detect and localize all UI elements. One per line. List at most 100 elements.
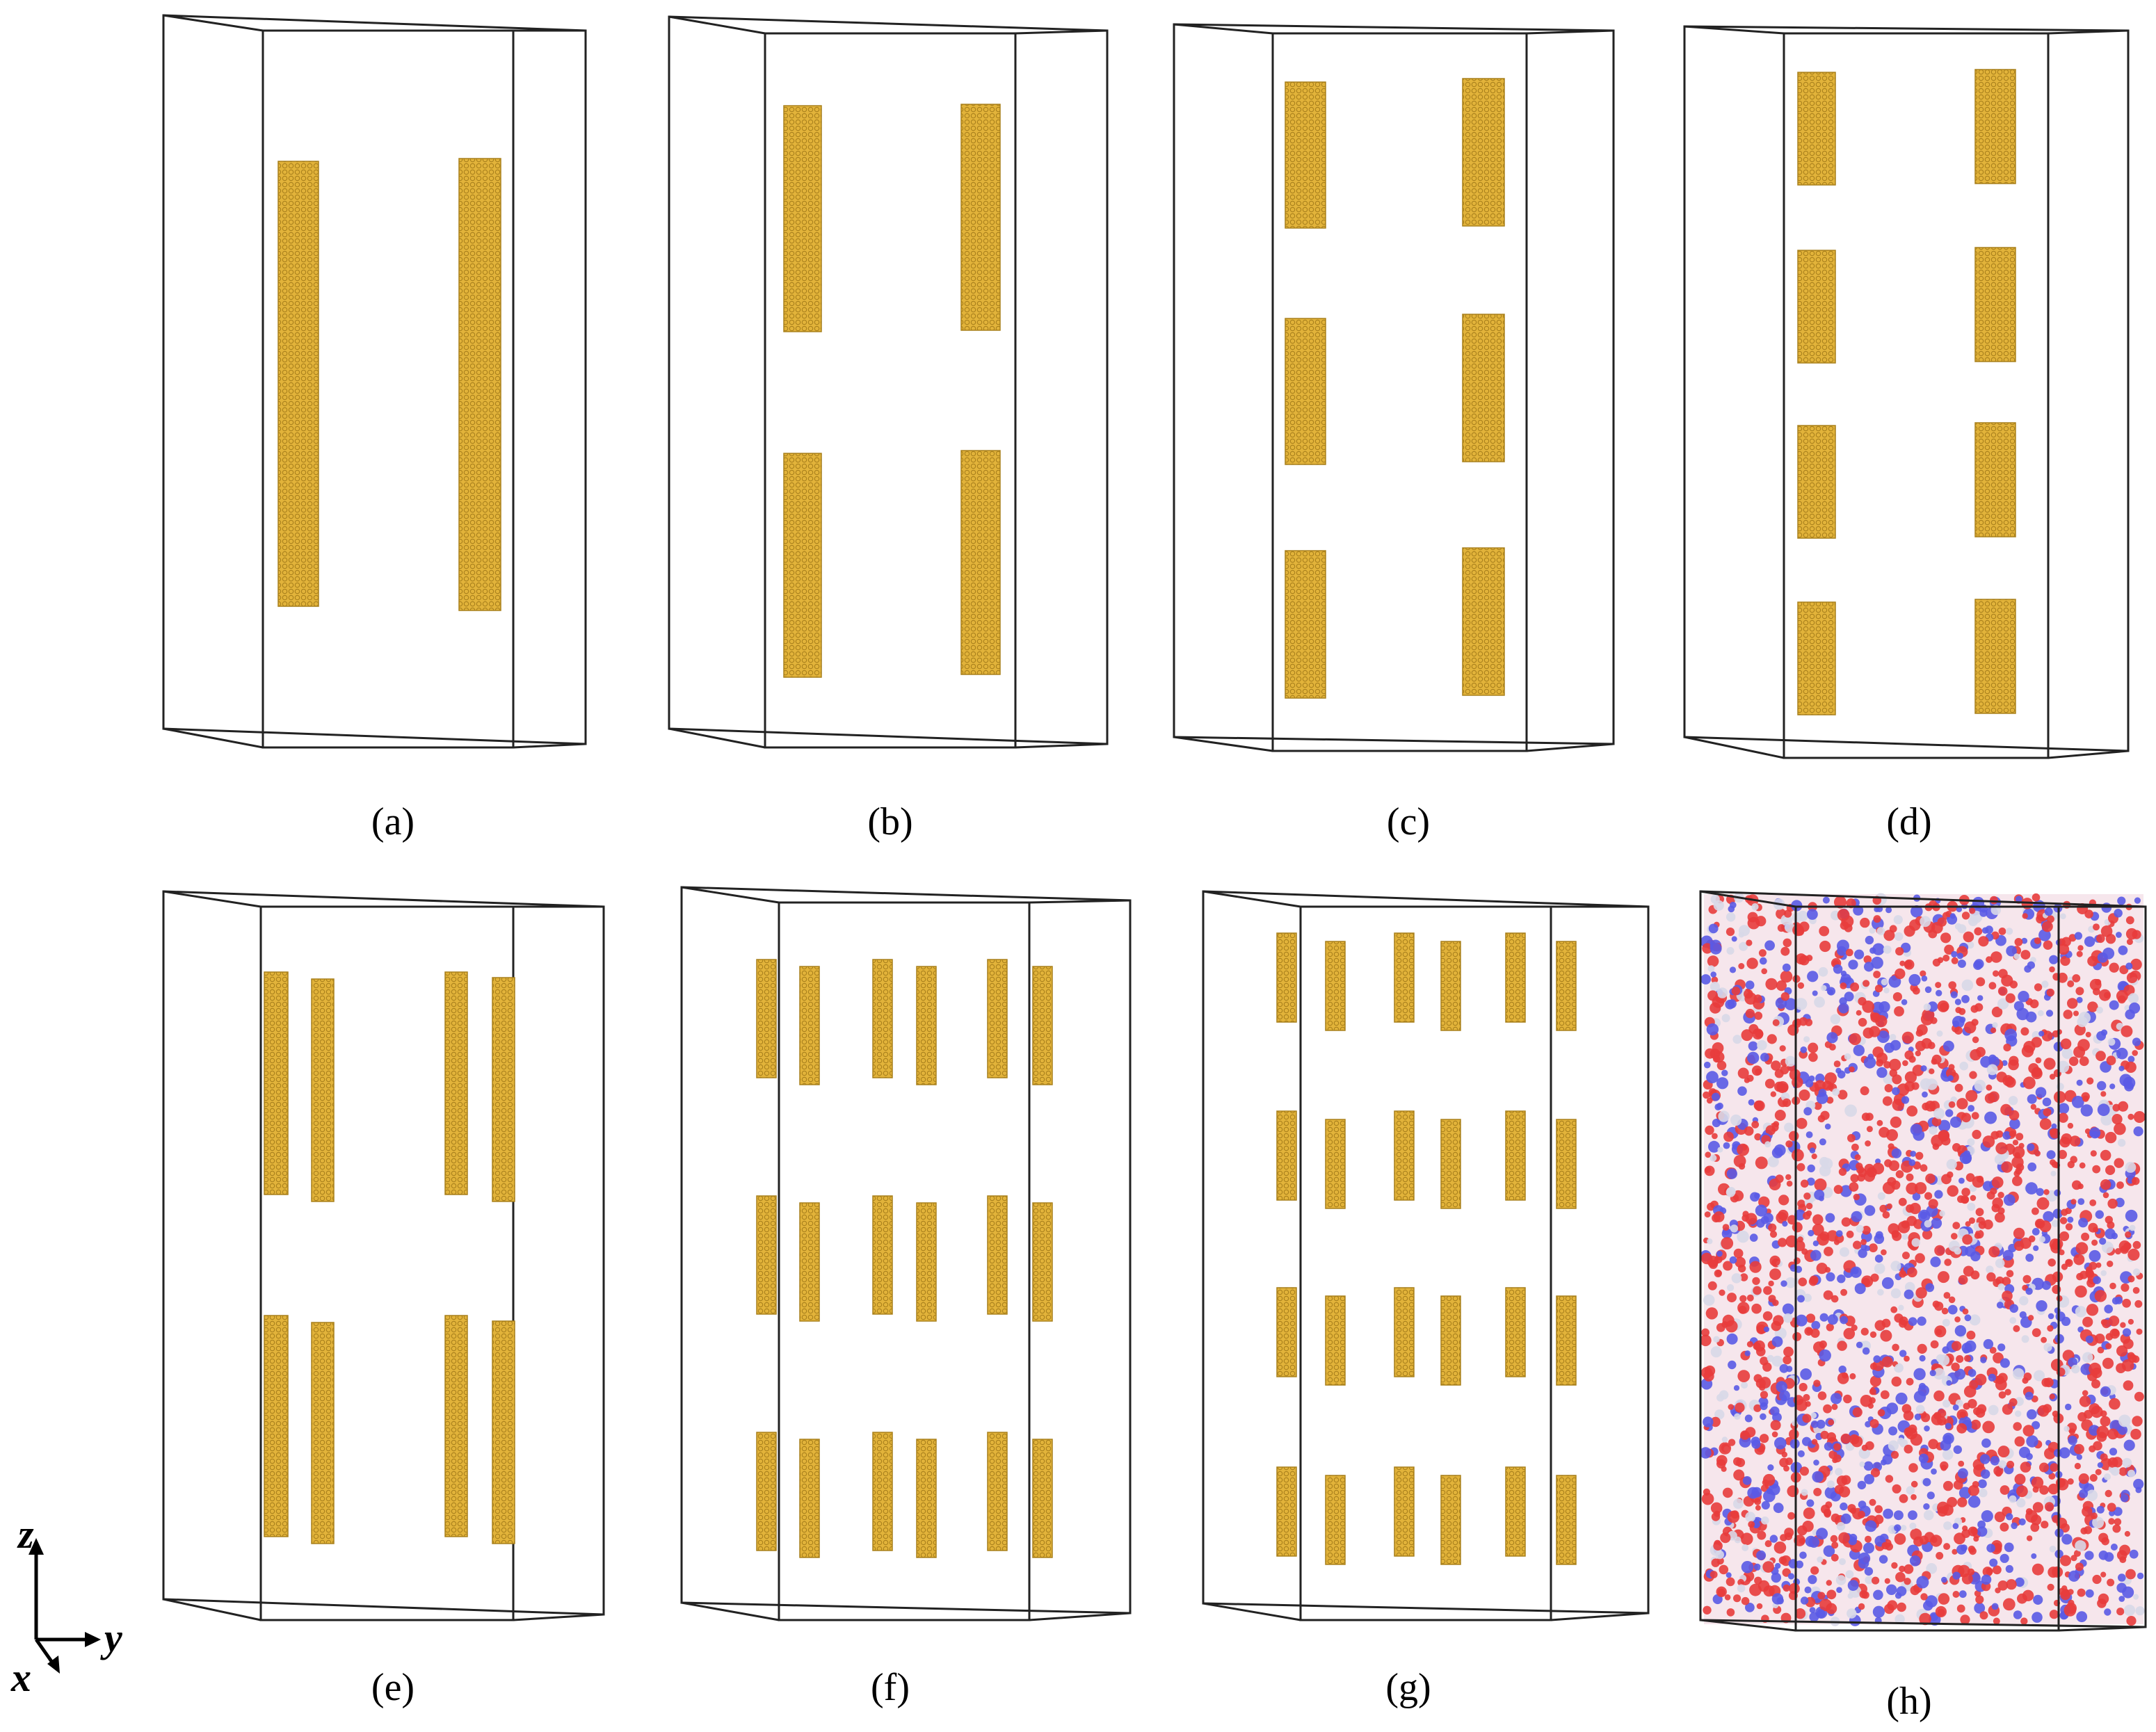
nanorod-f: [916, 1202, 937, 1322]
box-depth-edge-f: [681, 886, 780, 904]
nanorod-b: [960, 104, 1001, 331]
nanorod-d: [1797, 425, 1836, 539]
nanorod-f: [756, 959, 777, 1078]
box-depth-edge-h: [1700, 890, 1796, 908]
panel-label-d: (d): [1886, 800, 1931, 843]
panel-label-b: (b): [867, 800, 912, 843]
box-depth-edge-d: [1684, 736, 1785, 759]
nanorod-d: [1797, 601, 1836, 715]
box-depth-edge-g: [1550, 1612, 1649, 1621]
panel-label-f: (f): [871, 1666, 910, 1709]
box-depth-edge-g: [1202, 890, 1301, 908]
nanorod-f: [1032, 966, 1053, 1085]
nanorod-a: [277, 161, 319, 607]
x-axis-label: x: [10, 1655, 31, 1700]
water-molecules: [1700, 892, 2146, 1626]
nanorod-f: [916, 1439, 937, 1558]
nanorod-b: [783, 105, 822, 332]
panel-c: [1173, 23, 1615, 752]
nanorod-f: [799, 1439, 820, 1558]
panel-label-c: (c): [1387, 800, 1430, 843]
box-depth-edge-a: [163, 14, 264, 32]
box-depth-edge-d: [2048, 750, 2129, 759]
nanorod-f: [916, 966, 937, 1085]
box-depth-edge-h: [1700, 1619, 1796, 1632]
nanorod-e: [264, 971, 289, 1195]
nanorod-g: [1556, 1119, 1577, 1209]
axis-triad: z y x: [10, 1512, 122, 1700]
nanorod-d: [1974, 69, 2016, 184]
nanorod-f: [1032, 1439, 1053, 1558]
nanorod-g: [1276, 1466, 1297, 1557]
nanorod-d: [1974, 247, 2016, 362]
nanorod-c: [1285, 550, 1326, 699]
nanorod-f: [987, 1432, 1008, 1551]
box-depth-edge-a: [163, 727, 264, 749]
nanorod-e: [311, 1322, 335, 1544]
nanorod-c: [1462, 314, 1505, 462]
box-depth-edge-b: [1015, 743, 1108, 749]
nanorod-e: [264, 1315, 289, 1537]
nanorod-g: [1556, 1475, 1577, 1565]
nanorod-f: [872, 1432, 893, 1551]
nanorod-f: [987, 1195, 1008, 1315]
nanorod-g: [1325, 1295, 1346, 1386]
panel-b: [668, 15, 1109, 749]
box-depth-edge-b: [668, 727, 766, 749]
box-depth-edge-h: [2058, 1626, 2146, 1632]
nanorod-f: [872, 959, 893, 1078]
box-depth-edge-d: [2048, 29, 2129, 35]
nanorod-g: [1394, 1287, 1415, 1377]
nanorod-d: [1797, 250, 1836, 364]
nanorod-b: [783, 453, 822, 678]
nanorod-d: [1797, 72, 1836, 186]
panel-a: [162, 14, 587, 749]
nanorod-g: [1440, 1119, 1461, 1209]
nanorod-e: [444, 1315, 468, 1537]
panel-label-h: (h): [1886, 1680, 1931, 1723]
y-axis-arrowhead: [85, 1632, 101, 1647]
nanorod-g: [1394, 932, 1415, 1023]
nanorod-f: [799, 966, 820, 1085]
nanorod-g: [1440, 1475, 1461, 1565]
nanorod-g: [1505, 932, 1526, 1023]
nanorod-g: [1440, 941, 1461, 1031]
nanorod-e: [311, 978, 335, 1202]
nanorod-b: [960, 450, 1001, 675]
nanorod-g: [1325, 1475, 1346, 1565]
nanorod-c: [1462, 78, 1505, 227]
panel-f: [680, 886, 1132, 1621]
nanorod-f: [987, 959, 1008, 1078]
nanorod-g: [1276, 932, 1297, 1023]
box-depth-edge-e: [163, 1598, 262, 1621]
panel-label-a: (a): [371, 800, 415, 843]
box-depth-edge-b: [1015, 29, 1108, 35]
nanorod-e: [492, 977, 515, 1202]
nanorod-c: [1285, 318, 1326, 465]
nanorod-e: [492, 1320, 515, 1544]
nanorod-d: [1974, 422, 2016, 537]
nanorod-g: [1505, 1110, 1526, 1201]
nanorod-g: [1276, 1110, 1297, 1201]
panel-label-e: (e): [371, 1666, 415, 1709]
nanorod-g: [1556, 1295, 1577, 1386]
z-axis-arrowhead: [29, 1538, 44, 1555]
nanorod-f: [1032, 1202, 1053, 1322]
box-depth-edge-c: [1526, 29, 1614, 35]
box-depth-edge-c: [1173, 736, 1273, 752]
nanorod-g: [1394, 1110, 1415, 1201]
box-depth-edge-e: [163, 890, 262, 908]
panel-h: [1699, 890, 2147, 1632]
panel-e: [162, 890, 605, 1621]
box-depth-edge-f: [1029, 899, 1131, 904]
panel-label-g: (g): [1385, 1666, 1431, 1709]
box-depth-edge-c: [1526, 743, 1614, 752]
box-depth-edge-c: [1173, 23, 1273, 35]
nanorod-d: [1974, 599, 2016, 714]
nanorod-c: [1285, 81, 1326, 229]
x-axis-arrowhead: [47, 1656, 60, 1674]
nanorod-a: [458, 158, 501, 611]
nanorod-c: [1462, 547, 1505, 696]
nanorod-g: [1505, 1287, 1526, 1377]
nanorod-g: [1276, 1287, 1297, 1377]
